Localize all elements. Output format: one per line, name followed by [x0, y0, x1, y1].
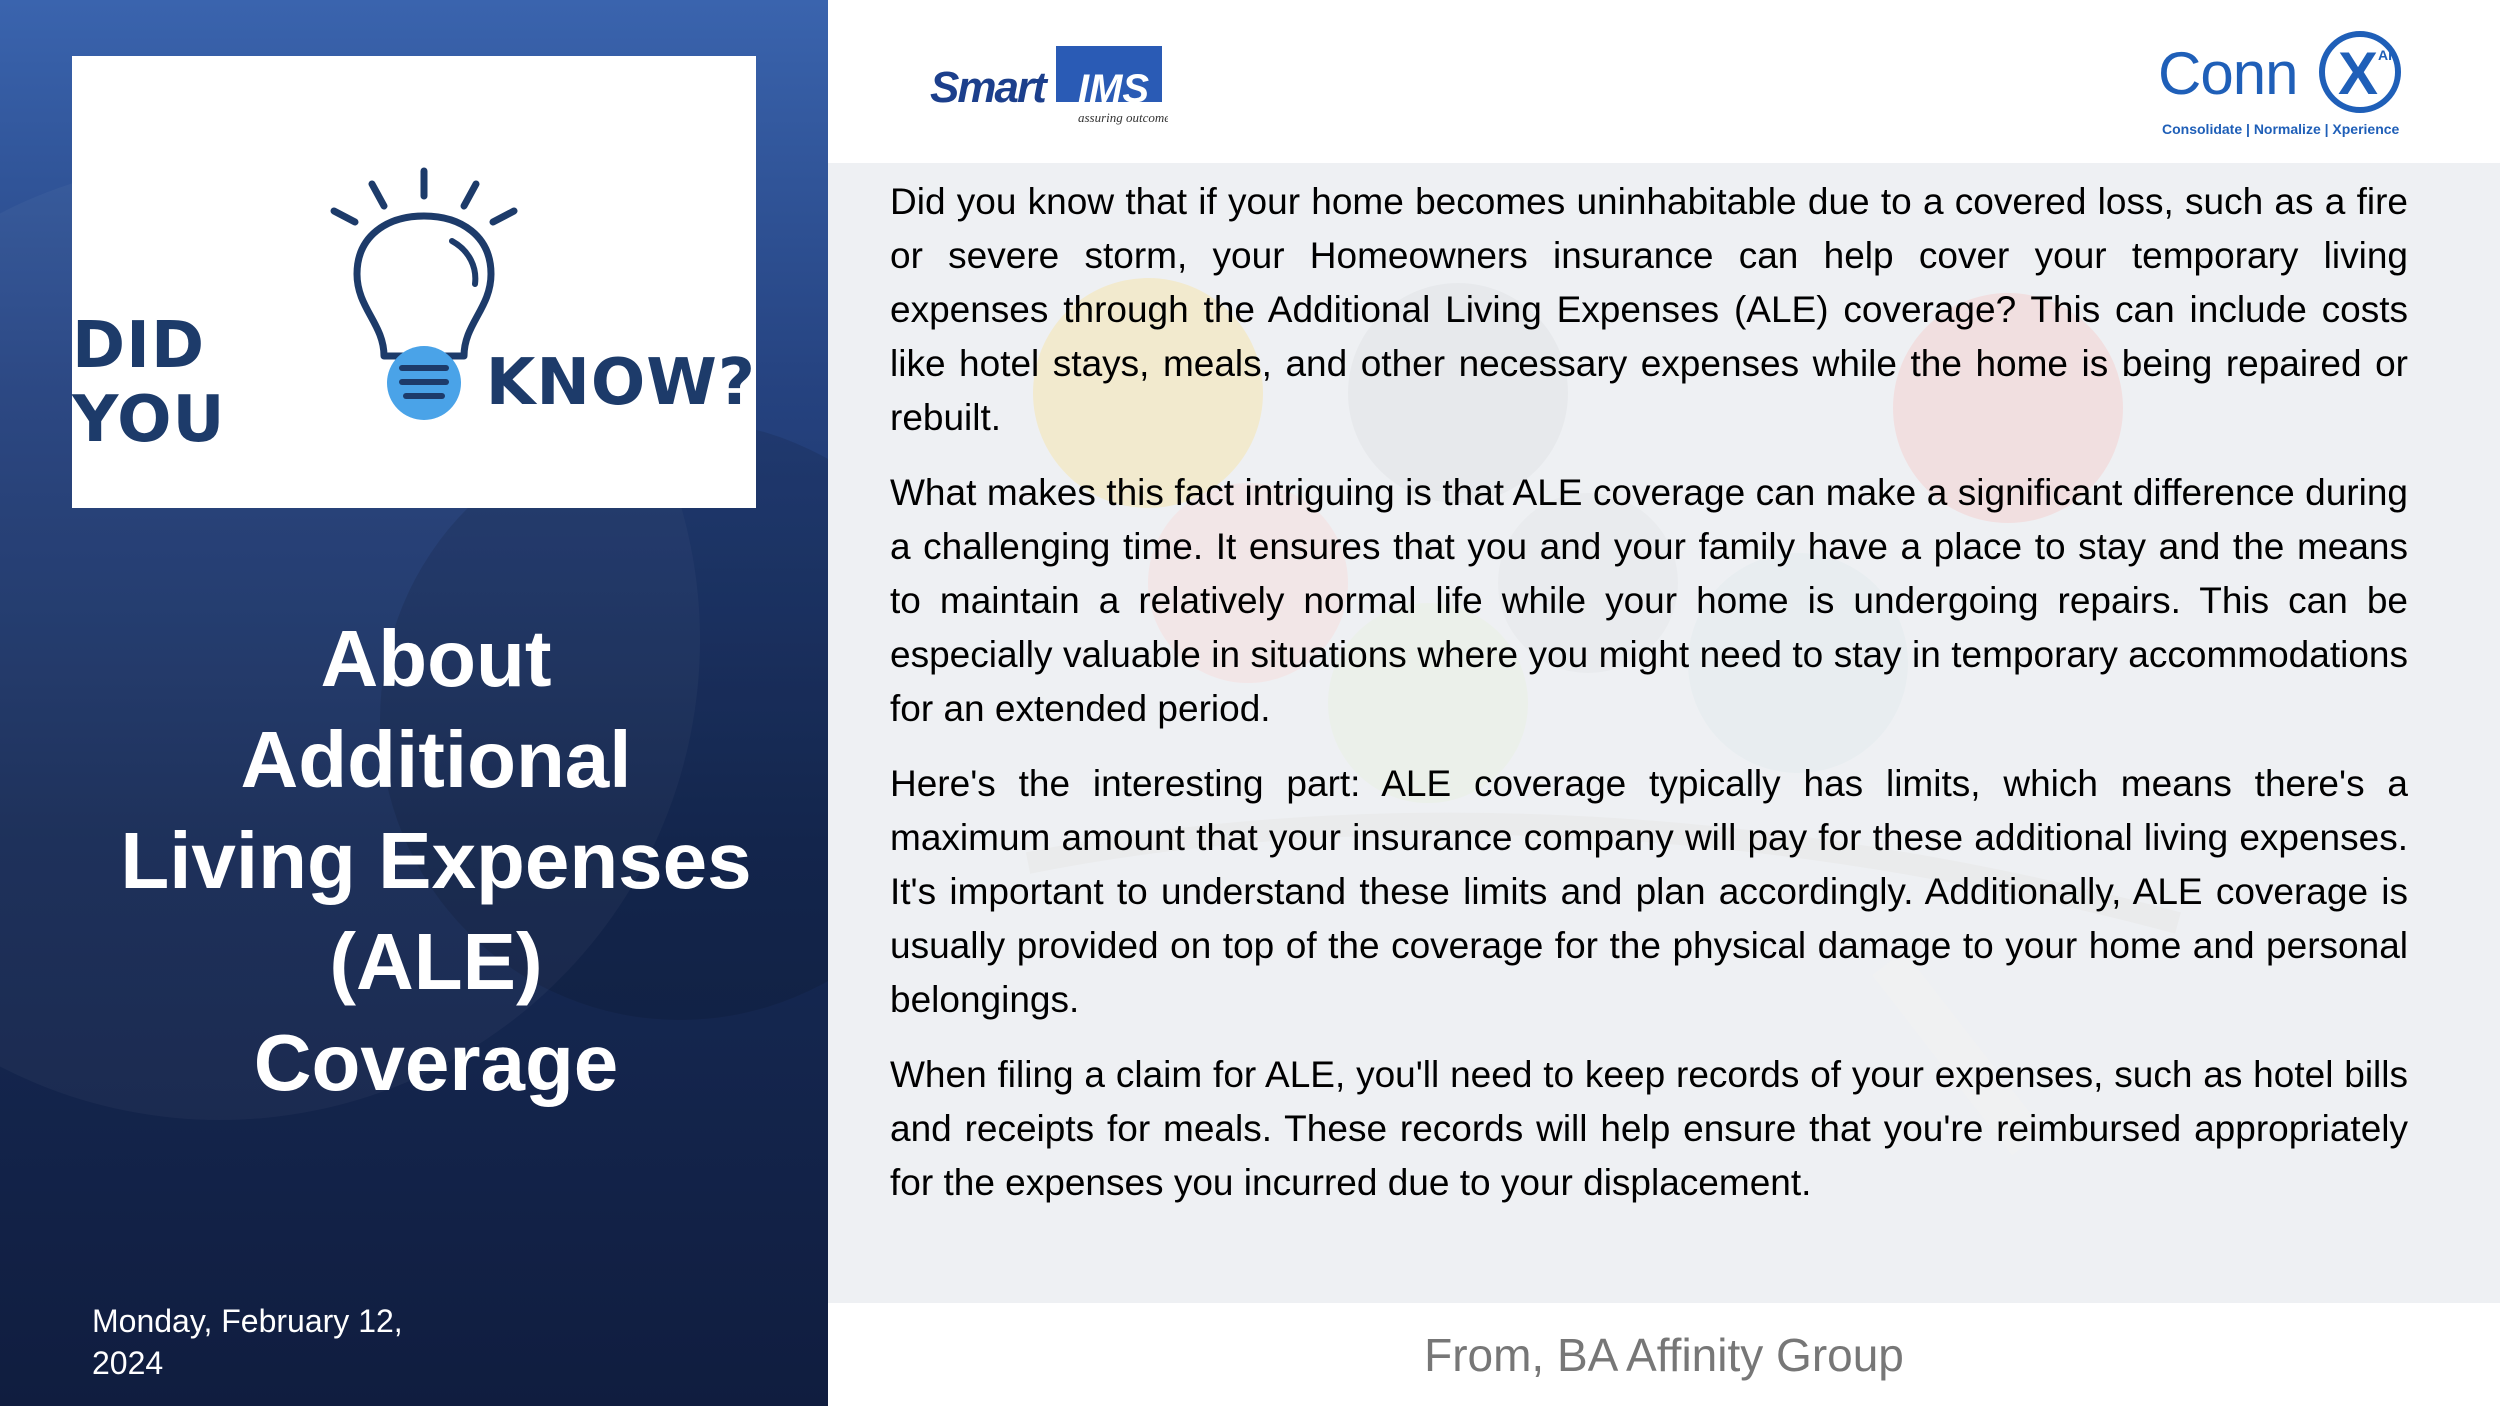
date-line: 2024: [92, 1345, 164, 1381]
home-icon: [1328, 603, 1528, 803]
right-panel: Smart IMS assuring outcomes Conn X AI Co…: [828, 0, 2500, 1406]
logo-mark: X: [2338, 40, 2378, 107]
watermark-graphic: [1025, 278, 2181, 1156]
money-icon: [1348, 283, 1568, 503]
tag-icon: [1148, 483, 1348, 683]
logo-superscript: AI: [2378, 47, 2392, 63]
know-text: KNOW?: [485, 346, 756, 420]
paragraph: When filing a claim for ALE, you'll need…: [890, 1054, 2408, 1203]
smartims-logo: Smart IMS assuring outcomes: [930, 46, 1168, 125]
content-area: Did you know that if your home becomes u…: [828, 163, 2500, 1303]
person-icon: [1688, 553, 1908, 773]
paragraph: Did you know that if your home becomes u…: [890, 181, 2408, 438]
logo-tagline: Consolidate | Normalize | Xperience: [2162, 121, 2400, 137]
shield-icon: [1498, 493, 1678, 673]
logo-name: Smart: [930, 63, 1049, 112]
logo-suffix: IMS: [1078, 67, 1149, 111]
logo-name: Conn: [2158, 40, 2297, 107]
connx-ring: [2319, 31, 2401, 113]
travel-icon: [1893, 293, 2123, 523]
footer-text: From, BA Affinity Group: [1424, 1328, 1904, 1381]
left-panel: DID YOU KNOW? About Additional Living Ex…: [0, 0, 828, 1406]
paragraph: What makes this fact intriguing is that …: [890, 472, 2408, 729]
title-line: (ALE): [329, 917, 543, 1006]
logo-tagline: assuring outcomes: [1078, 110, 1168, 125]
footer-credit: From, BA Affinity Group: [828, 1303, 2500, 1406]
decorative-stroke: [1872, 950, 2044, 1156]
did-you-text: DID YOU: [72, 309, 226, 457]
title-line: About: [320, 614, 552, 703]
meal-icon: [1033, 278, 1263, 508]
title-line: Coverage: [253, 1018, 619, 1107]
date-label: Monday, February 12, 2024: [92, 1300, 492, 1384]
title-line: Additional: [240, 715, 632, 804]
paragraph: Here's the interesting part: ALE coverag…: [890, 763, 2408, 1020]
connx-logo: Conn X AI Consolidate | Normalize | Xper…: [2158, 31, 2401, 137]
article-body: Did you know that if your home becomes u…: [890, 175, 2408, 1231]
did-you-know-text: DID YOU KNOW?: [72, 309, 756, 457]
date-line: Monday, February 12,: [92, 1303, 403, 1339]
did-you-know-badge: DID YOU KNOW?: [72, 56, 756, 508]
page-title: About Additional Living Expenses (ALE) C…: [60, 608, 812, 1113]
hand-outline: [1025, 812, 2181, 934]
lightbulb-icon: [330, 167, 518, 420]
title-line: Living Expenses: [120, 816, 752, 905]
